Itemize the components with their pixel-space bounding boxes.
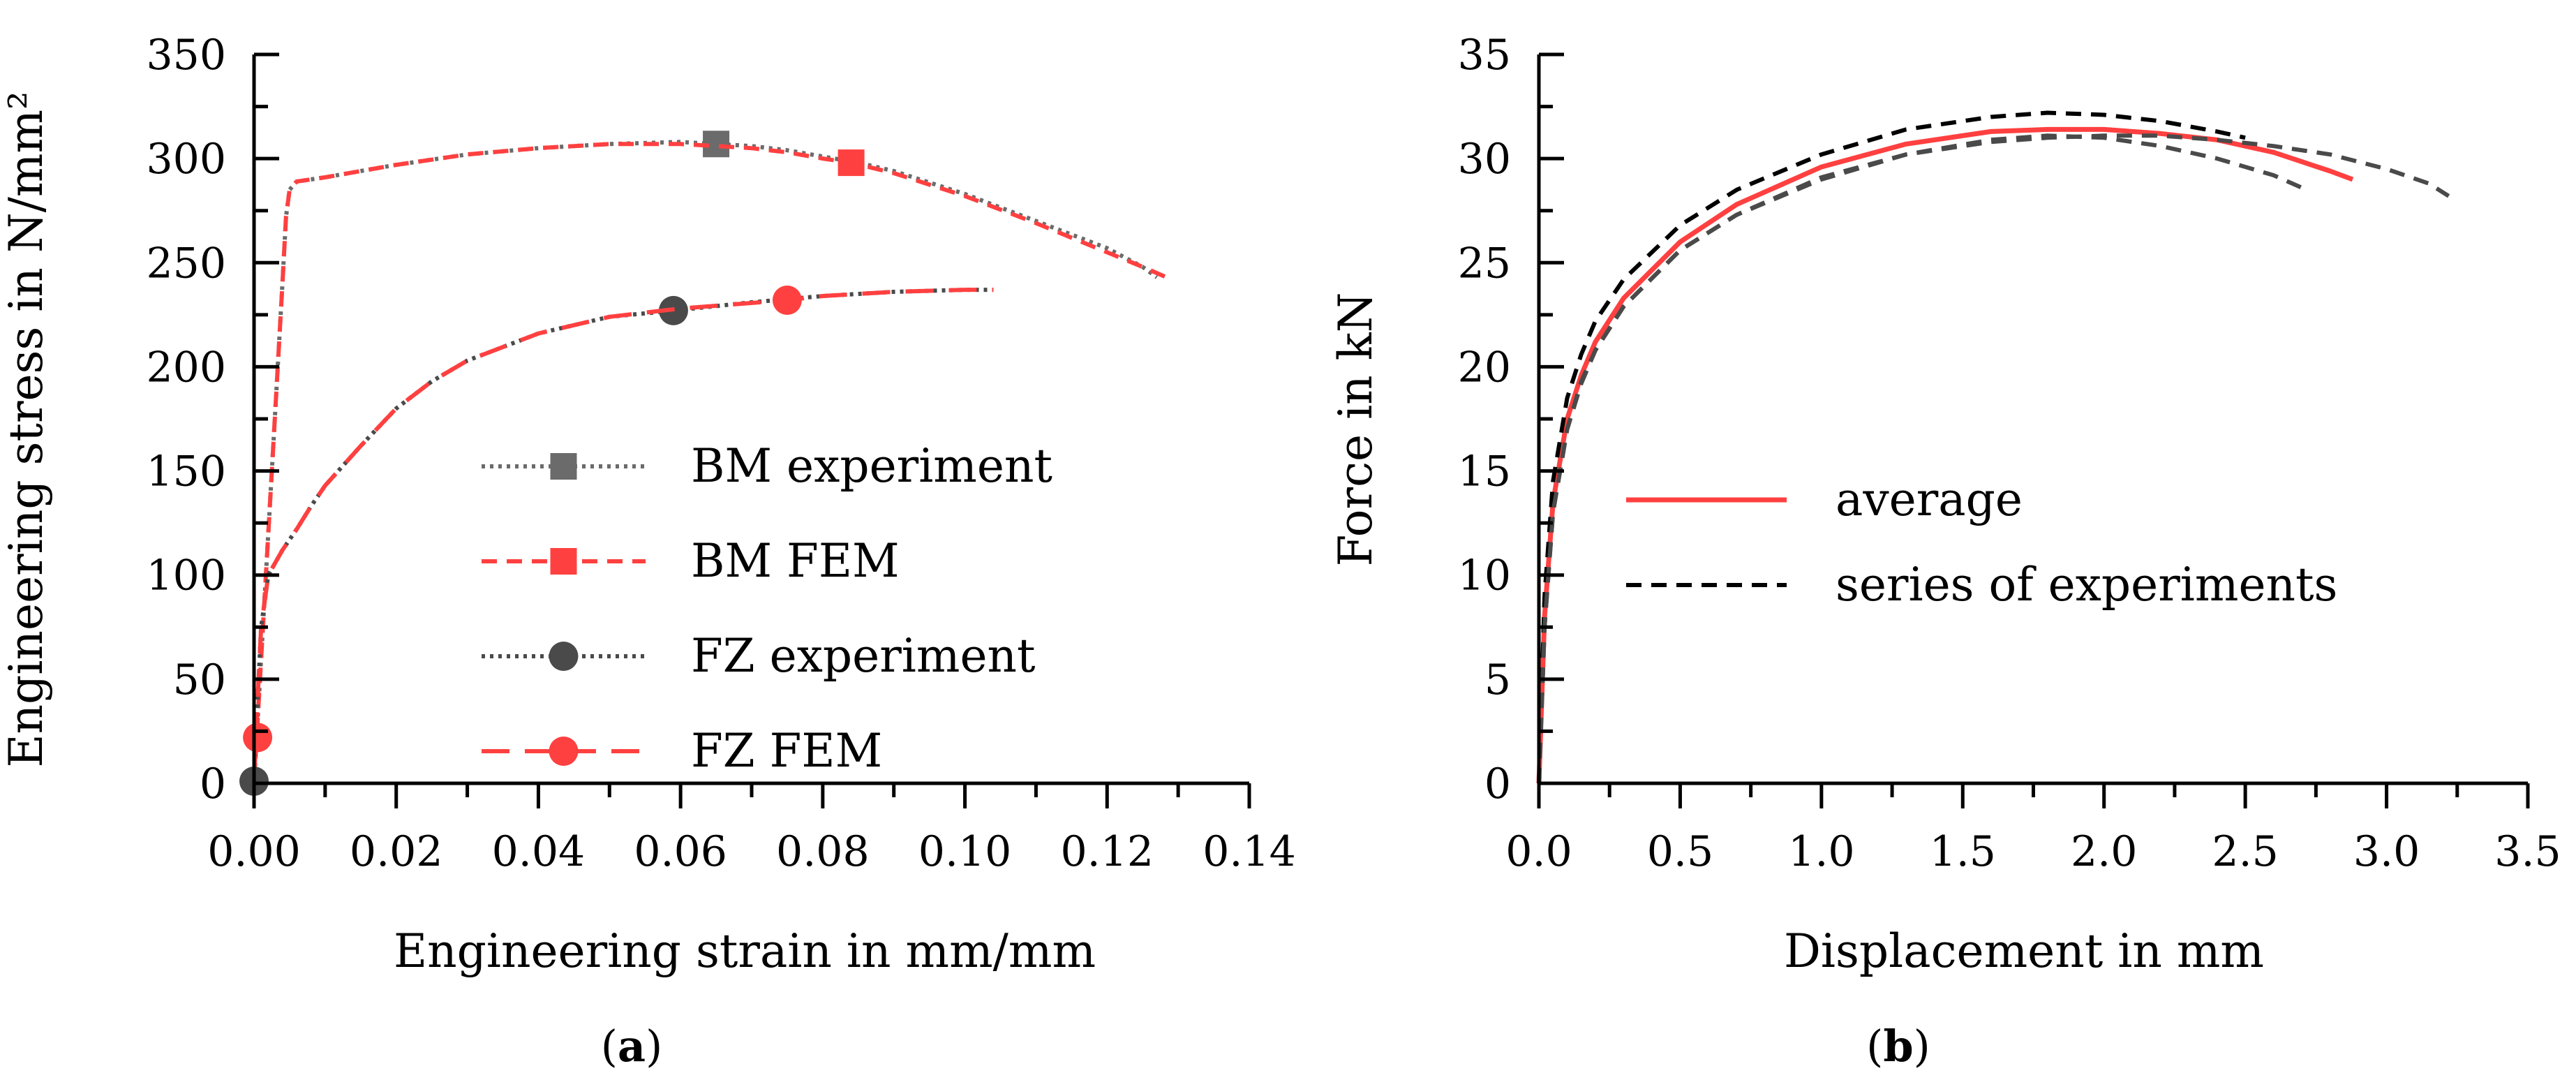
- fz-fem-marker: [243, 723, 273, 753]
- panel-a-x-tick-label: 0.08: [776, 827, 870, 876]
- panel-a-letter: a: [618, 1021, 646, 1072]
- panel-b-legend: average series of experiments: [1626, 473, 2337, 612]
- panel-b-x-tick-label: 3.0: [2353, 827, 2420, 876]
- panel-b-y-tick-label: 35: [1458, 31, 1511, 80]
- series-line-fz-fem: [252, 288, 994, 784]
- panel-a-label: (a): [601, 1021, 663, 1072]
- panel-a-x-tick-label: 0.12: [1060, 827, 1154, 876]
- panel-a-y-tick-label: 200: [146, 343, 226, 392]
- panel-b-label: (b): [1866, 1021, 1930, 1072]
- legend-label-series-of-experiments: series of experiments: [1836, 558, 2337, 612]
- bm-fem-marker: [837, 149, 865, 177]
- panel-a-y-tick-label: 350: [146, 31, 226, 80]
- panel-a-y-tick-label: 0: [200, 760, 226, 808]
- series-line-experiment-2: [1537, 133, 2303, 784]
- panel-a-x-tick-label: 0.14: [1203, 827, 1296, 876]
- panel-b-x-tick-label: 3.5: [2494, 827, 2561, 876]
- panel-b-y-tick-label: 25: [1458, 239, 1511, 288]
- panel-a-y-tick-label: 300: [146, 135, 226, 184]
- panel-a-x-tick-label: 0.02: [350, 827, 443, 876]
- panel-b-y-tick-label: 20: [1458, 343, 1511, 392]
- legend-label-fz-fem: FZ FEM: [691, 724, 882, 778]
- panel-b-x-tick-label: 1.0: [1788, 827, 1854, 876]
- panel-b-letter: b: [1883, 1021, 1913, 1072]
- panel-a-x-tick-label: 0.06: [634, 827, 727, 876]
- panel-b-y-axis-title: Force in kN: [1329, 293, 1383, 567]
- panel-b-x-tick-label: 0.5: [1647, 827, 1713, 876]
- panel-a-axes: 0.00 0.02 0.04 0.06 0.08 0.10 0.12 0.14 0 50 100 15…: [146, 31, 1295, 876]
- panel-b-x-tick-label: 2.0: [2071, 827, 2137, 876]
- legend-label-fz-experiment: FZ experiment: [691, 629, 1036, 683]
- panel-a-y-tick-label: 50: [173, 656, 226, 704]
- panel-b-axes: 0.0 0.5 1.0 1.5 2.0 2.5 3.0 3.5 0 5 10 15 20 25 30 35: [1458, 31, 2561, 876]
- legend-label-bm-experiment: BM experiment: [691, 439, 1052, 493]
- panel-a-y-tick-label: 100: [146, 552, 226, 600]
- legend-label-bm-fem: BM FEM: [691, 534, 900, 588]
- panel-b-y-tick-label: 10: [1458, 552, 1511, 600]
- legend-marker-fz-fem: [549, 737, 579, 766]
- panel-b-y-tick-label: 0: [1484, 760, 1511, 808]
- panel-a-y-tick-label: 150: [146, 448, 226, 496]
- panel-b-y-tick-label: 30: [1458, 135, 1511, 184]
- panel-b-x-tick-label: 0.0: [1505, 827, 1572, 876]
- panel-a-x-tick-label: 0.00: [207, 827, 301, 876]
- panel-b-data-series: [1536, 110, 2450, 784]
- fz-fem-marker: [772, 285, 802, 315]
- panel-b-x-axis-title: Displacement in mm: [1784, 924, 2264, 978]
- series-line-series-of-experiments: [1537, 110, 2246, 784]
- panel-a-x-tick-label: 0.10: [918, 827, 1012, 876]
- legend-marker-bm-fem: [550, 548, 577, 575]
- legend-label-average: average: [1836, 473, 2023, 526]
- series-line-experiment-3: [1537, 133, 2450, 784]
- panel-a-stress-strain-chart: 0.00 0.02 0.04 0.06 0.08 0.10 0.12 0.14 0 50 100 15…: [0, 31, 1296, 1072]
- panel-a-y-tick-label: 250: [146, 239, 226, 288]
- panel-b-force-displacement-chart: 0.0 0.5 1.0 1.5 2.0 2.5 3.0 3.5 0 5 10 15 20 25 30 35 a…: [1329, 31, 2561, 1072]
- panel-a-legend: BM experiment BM FEM FZ experiment FZ FEM: [482, 439, 1052, 778]
- legend-marker-bm-experiment: [550, 453, 577, 480]
- panel-b-x-tick-label: 1.5: [1930, 827, 1996, 876]
- panel-a-x-tick-label: 0.04: [492, 827, 586, 876]
- panel-a-y-axis-title: Engineering stress in N/mm²: [0, 91, 53, 768]
- panel-b-y-tick-label: 5: [1484, 656, 1511, 704]
- series-line-average: [1536, 126, 2354, 784]
- panel-b-y-tick-label: 15: [1458, 448, 1511, 496]
- series-line-fz-experiment: [252, 288, 994, 784]
- series-line-bm-fem: [252, 142, 1172, 784]
- panel-b-x-tick-label: 2.5: [2212, 827, 2278, 876]
- legend-marker-fz-experiment: [549, 642, 579, 671]
- panel-a-x-axis-title: Engineering strain in mm/mm: [394, 924, 1096, 978]
